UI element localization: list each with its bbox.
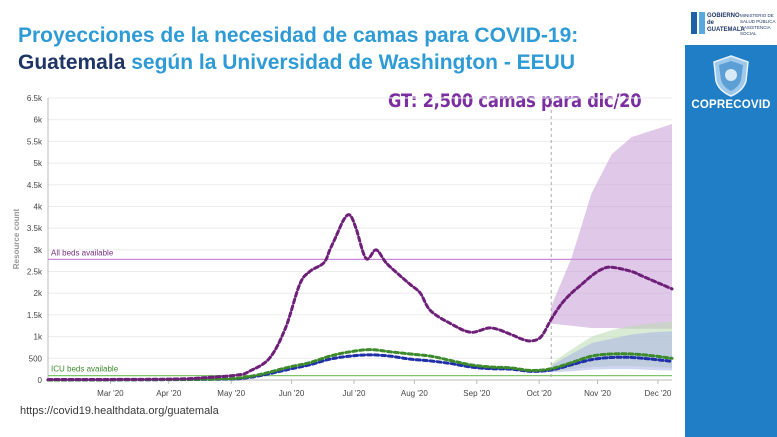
government-logo-bar-icon	[691, 12, 697, 34]
bed-projection-chart: 0 500 1k 1.5k 2k 2.5k 3k 3.5k 4k 4.5k 5k 5.5k 6k 6.5k…	[12, 94, 674, 398]
x-tick-label: May '20	[217, 389, 245, 398]
y-tick-label: 1.5k	[27, 311, 43, 320]
source-link[interactable]: https://covid19.healthdata.org/guatemala	[20, 405, 219, 417]
series-line-invasive-ventilation-needed	[46, 353, 674, 382]
y-tick-label: 500	[29, 354, 43, 363]
title-line-2-rest: según la Universidad de Washington - EEU…	[125, 51, 576, 74]
series-line-icu-beds-needed	[46, 348, 674, 382]
government-name: GOBIERNO de GUATEMALA	[707, 13, 745, 33]
y-tick-label: 5k	[34, 159, 43, 168]
ministry-name: MINISTERIO DE SALUD PÚBLICA Y ASISTENCIA…	[740, 13, 776, 36]
title-line-1: Proyecciones de la necesidad de camas pa…	[18, 24, 579, 47]
y-tick-label: 6k	[34, 116, 43, 125]
y-tick-label: 6.5k	[27, 94, 43, 103]
x-tick-label: Mar '20	[97, 389, 124, 398]
x-tick-label: Jul '20	[343, 389, 366, 398]
title-country: Guatemala	[18, 51, 126, 74]
y-tick-label: 5.5k	[27, 137, 43, 146]
reference-line-label: All beds available	[51, 248, 114, 257]
y-tick-label: 4.5k	[27, 181, 43, 190]
reference-line-label: ICU beds available	[51, 365, 119, 374]
y-axis-label: Resource count	[12, 208, 21, 269]
shield-emblem-icon	[713, 55, 749, 97]
sidebar-panel: GOBIERNO de GUATEMALA MINISTERIO DE SALU…	[685, 0, 777, 437]
series-line-all-beds-needed	[46, 213, 674, 382]
y-tick-label: 2k	[34, 289, 43, 298]
uncertainty-band-all-beds-needed	[551, 124, 672, 329]
y-tick-label: 4k	[34, 202, 43, 211]
chart-annotation: GT: 2,500 camas para dic/20	[388, 90, 642, 112]
x-tick-label: Apr '20	[156, 389, 182, 398]
y-tick-label: 1k	[34, 333, 43, 342]
x-tick-label: Nov '20	[584, 389, 611, 398]
x-tick-label: Jun '20	[279, 389, 305, 398]
y-tick-label: 3.5k	[27, 224, 43, 233]
x-tick-label: Aug '20	[401, 389, 428, 398]
slide-title: Proyecciones de la necesidad de camas pa…	[18, 22, 678, 76]
y-tick-label: 2.5k	[27, 268, 43, 277]
x-tick-label: Dec '20	[644, 389, 671, 398]
government-logo-bar-light-icon	[699, 12, 705, 34]
y-tick-label: 3k	[34, 246, 43, 255]
y-tick-label: 0	[38, 376, 43, 385]
x-tick-label: Oct '20	[527, 389, 553, 398]
title-line-2: Guatemala según la Universidad de Washin…	[18, 49, 678, 76]
brand-name: COPRECOVID	[691, 99, 771, 111]
government-logo: GOBIERNO de GUATEMALA MINISTERIO DE SALU…	[685, 0, 777, 45]
x-tick-label: Sep '20	[463, 389, 490, 398]
